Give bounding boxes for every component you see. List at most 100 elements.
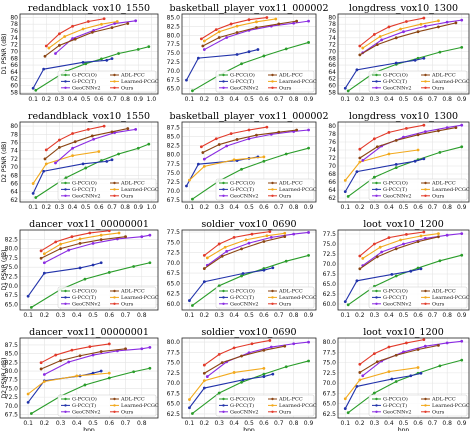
legend-marker: [64, 181, 67, 185]
data-point-g-pcc-o: [148, 261, 152, 265]
y-tick-label: 70: [328, 48, 336, 55]
data-point-g-pcc-t: [81, 162, 85, 166]
data-point-g-pcc-t: [419, 371, 423, 375]
legend-marker: [222, 73, 225, 77]
legend-marker: [271, 410, 274, 413]
data-point-g-pcc-o: [117, 152, 120, 156]
legend-item: Learned-PCGC: [110, 79, 159, 85]
legend-marker: [64, 86, 67, 90]
data-point-g-pcc-o: [107, 376, 111, 380]
data-point-g-pcc-o: [117, 52, 120, 55]
y-tick-label: 78: [10, 131, 18, 138]
data-point-ours: [229, 132, 233, 136]
data-point-geocnnv2: [71, 37, 74, 40]
legend-item: ADL-PCC: [421, 289, 456, 295]
legend-box: [368, 286, 468, 309]
x-tick-label: 0.3: [214, 312, 224, 319]
data-point-learned-pcgc: [205, 256, 209, 260]
data-point-adl-pcc: [124, 347, 127, 351]
y-tick-label: 62.5: [323, 291, 337, 298]
subplot-5: 0.1 0.2 0.3 0.4 0.5 0.6 0.7 0.8 0.9 67.5 70.0 72.5 7…: [167, 111, 329, 211]
plot-frame: [19, 229, 159, 311]
data-point-adl-pcc: [255, 26, 258, 29]
legend-label: ADL-PCC: [431, 181, 456, 187]
data-point-g-pcc-o: [346, 411, 350, 415]
data-point-g-pcc-o: [307, 254, 310, 257]
x-tick-label: 0.7: [274, 204, 284, 211]
legend-item: G-PCC(T): [219, 402, 254, 409]
data-point-adl-pcc: [416, 30, 420, 34]
subplot-title: basketball_player_vox11_000002: [170, 111, 329, 122]
data-point-g-pcc-o: [132, 370, 136, 374]
y-tick-label: 60: [328, 82, 336, 89]
legend-marker: [64, 410, 67, 413]
data-point-g-pcc-o: [346, 303, 350, 307]
data-point-g-pcc-o: [284, 259, 288, 263]
data-point-geocnnv2: [148, 345, 152, 349]
data-point-ours: [214, 137, 218, 141]
data-point-g-pcc-t: [81, 60, 85, 64]
plot-frame: [181, 337, 317, 419]
legend-label: G-PCC(T): [383, 186, 407, 193]
x-tick-label: 0.6: [94, 204, 104, 211]
legend-marker: [424, 397, 427, 401]
x-tick-label: 0.1: [185, 312, 195, 319]
data-point-g-pcc-t: [343, 407, 347, 410]
data-point-learned-pcgc: [78, 237, 82, 241]
data-point-g-pcc-t: [196, 162, 200, 166]
data-point-g-pcc-t: [343, 86, 347, 90]
y-tick-label: 68: [328, 55, 336, 62]
x-tick-label: 0.7: [428, 312, 438, 319]
data-point-adl-pcc: [58, 43, 61, 47]
legend-label: Learned-PCGC: [121, 79, 159, 85]
data-point-adl-pcc: [201, 44, 205, 48]
legend-label: Learned-PCGC: [432, 187, 470, 193]
y-tick-label: 74: [328, 147, 336, 154]
data-point-g-pcc-o: [132, 265, 136, 268]
x-tick-label: 0.8: [289, 96, 299, 103]
subplot-title: loot_vox10_1200: [363, 219, 444, 230]
data-point-geocnnv2: [445, 20, 449, 24]
data-point-ours: [199, 37, 203, 41]
data-point-ours: [44, 148, 48, 152]
data-point-g-pcc-t: [31, 86, 35, 90]
y-tick-label: 80.0: [167, 339, 181, 346]
data-point-ours: [422, 16, 426, 20]
legend-item: ADL-PCC: [268, 289, 303, 295]
legend-item: G-PCC(O): [61, 72, 97, 79]
data-point-ours: [387, 345, 391, 349]
legend-marker: [222, 194, 225, 197]
data-point-g-pcc-o: [217, 284, 221, 288]
data-point-adl-pcc: [262, 240, 266, 243]
data-point-geocnnv2: [225, 249, 229, 253]
y-tick-label: 75.0: [5, 385, 19, 392]
y-tick-label: 80.0: [5, 368, 19, 375]
y-tick-label: 80: [10, 123, 18, 130]
legend-label: G-PCC(O): [72, 396, 97, 403]
data-point-ours: [202, 254, 206, 257]
y-tick-label: 65.0: [323, 401, 337, 408]
y-tick-label: 64: [10, 69, 18, 76]
y-tick-label: 67.5: [167, 77, 181, 84]
legend-item: GeoCNNv2: [219, 410, 259, 416]
y-tick-label: 70.0: [167, 260, 181, 267]
legend: G-PCC(O) ADL-PCC G-PCC(T) Learned-PCGC GeoCN…: [57, 178, 159, 201]
data-point-g-pcc-t: [42, 271, 46, 275]
y-tick-label: 67.5: [323, 271, 337, 278]
series-line-g-pcc-o: [31, 367, 150, 414]
legend-label: GeoCNNv2: [230, 410, 259, 416]
y-tick-label: 65.0: [167, 401, 181, 408]
y-tick-label: 80.0: [167, 32, 181, 39]
legend-item: G-PCC(T): [372, 78, 407, 85]
data-point-adl-pcc: [78, 241, 82, 245]
y-tick-label: 64: [328, 69, 336, 76]
data-point-learned-pcgc: [26, 392, 30, 396]
data-point-geocnnv2: [92, 28, 95, 32]
y-tick-label: 76: [328, 28, 336, 35]
data-point-learned-pcgc: [283, 231, 287, 235]
legend-marker: [375, 397, 378, 401]
plot-frame: [337, 337, 470, 419]
y-tick-label: 66: [10, 181, 18, 188]
data-point-adl-pcc: [394, 139, 398, 142]
legend-label: GeoCNNv2: [72, 86, 101, 92]
